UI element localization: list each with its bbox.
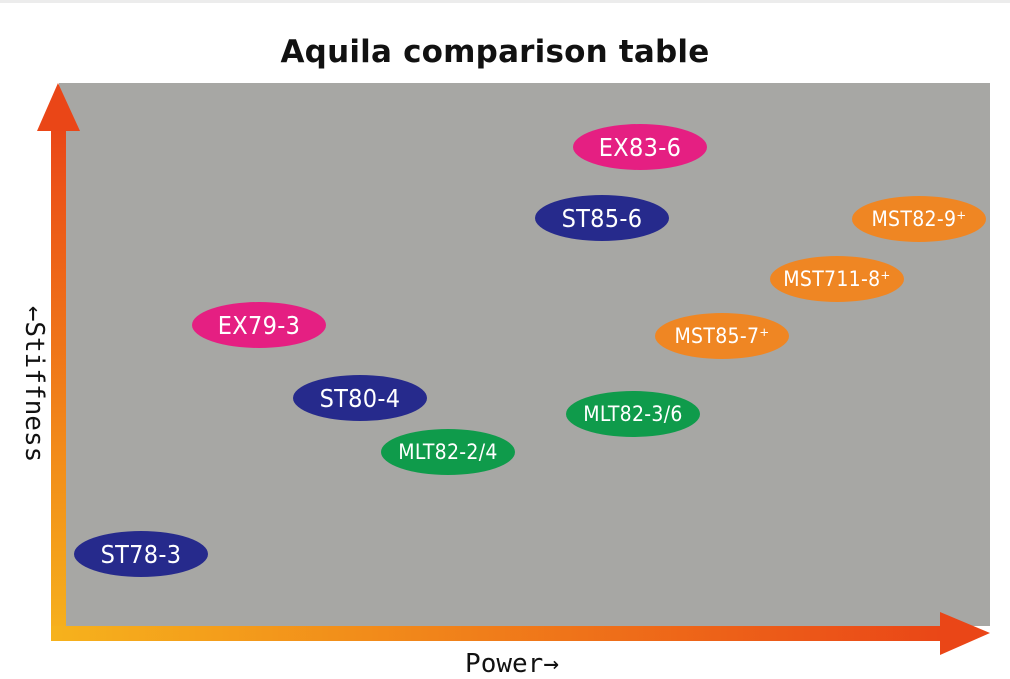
model-mst85-7: MST85-7⁺ xyxy=(655,313,789,359)
model-label: MST711-8⁺ xyxy=(783,267,891,291)
model-label: MLT82-3/6 xyxy=(583,402,683,426)
x-axis-label: Power→ xyxy=(465,649,559,679)
model-ex83-6: EX83-6 xyxy=(573,124,707,170)
y-axis-arrow xyxy=(37,83,80,641)
y-axis-label: ←Stiffness xyxy=(19,305,49,463)
model-st78-3: ST78-3 xyxy=(74,531,208,577)
model-label: ST85-6 xyxy=(561,203,643,233)
model-mlt82-3-6: MLT82-3/6 xyxy=(566,391,700,437)
model-label: ST80-4 xyxy=(319,383,401,413)
model-label: MLT82-2/4 xyxy=(398,440,498,464)
model-label: MST85-7⁺ xyxy=(674,324,770,348)
model-mst711-8: MST711-8⁺ xyxy=(770,256,904,302)
model-ex79-3: EX79-3 xyxy=(192,302,326,348)
model-label: MST82-9⁺ xyxy=(871,207,967,231)
model-mlt82-2-4: MLT82-2/4 xyxy=(381,429,515,475)
x-axis-arrow xyxy=(51,612,990,655)
model-label: EX83-6 xyxy=(598,132,682,162)
model-st80-4: ST80-4 xyxy=(293,375,427,421)
model-mst82-9: MST82-9⁺ xyxy=(852,196,986,242)
plot-area xyxy=(59,83,990,626)
model-label: EX79-3 xyxy=(217,310,301,340)
model-label: ST78-3 xyxy=(100,539,182,569)
model-st85-6: ST85-6 xyxy=(535,195,669,241)
top-border xyxy=(0,0,1010,3)
chart-title: Aquila comparison table xyxy=(280,34,710,70)
